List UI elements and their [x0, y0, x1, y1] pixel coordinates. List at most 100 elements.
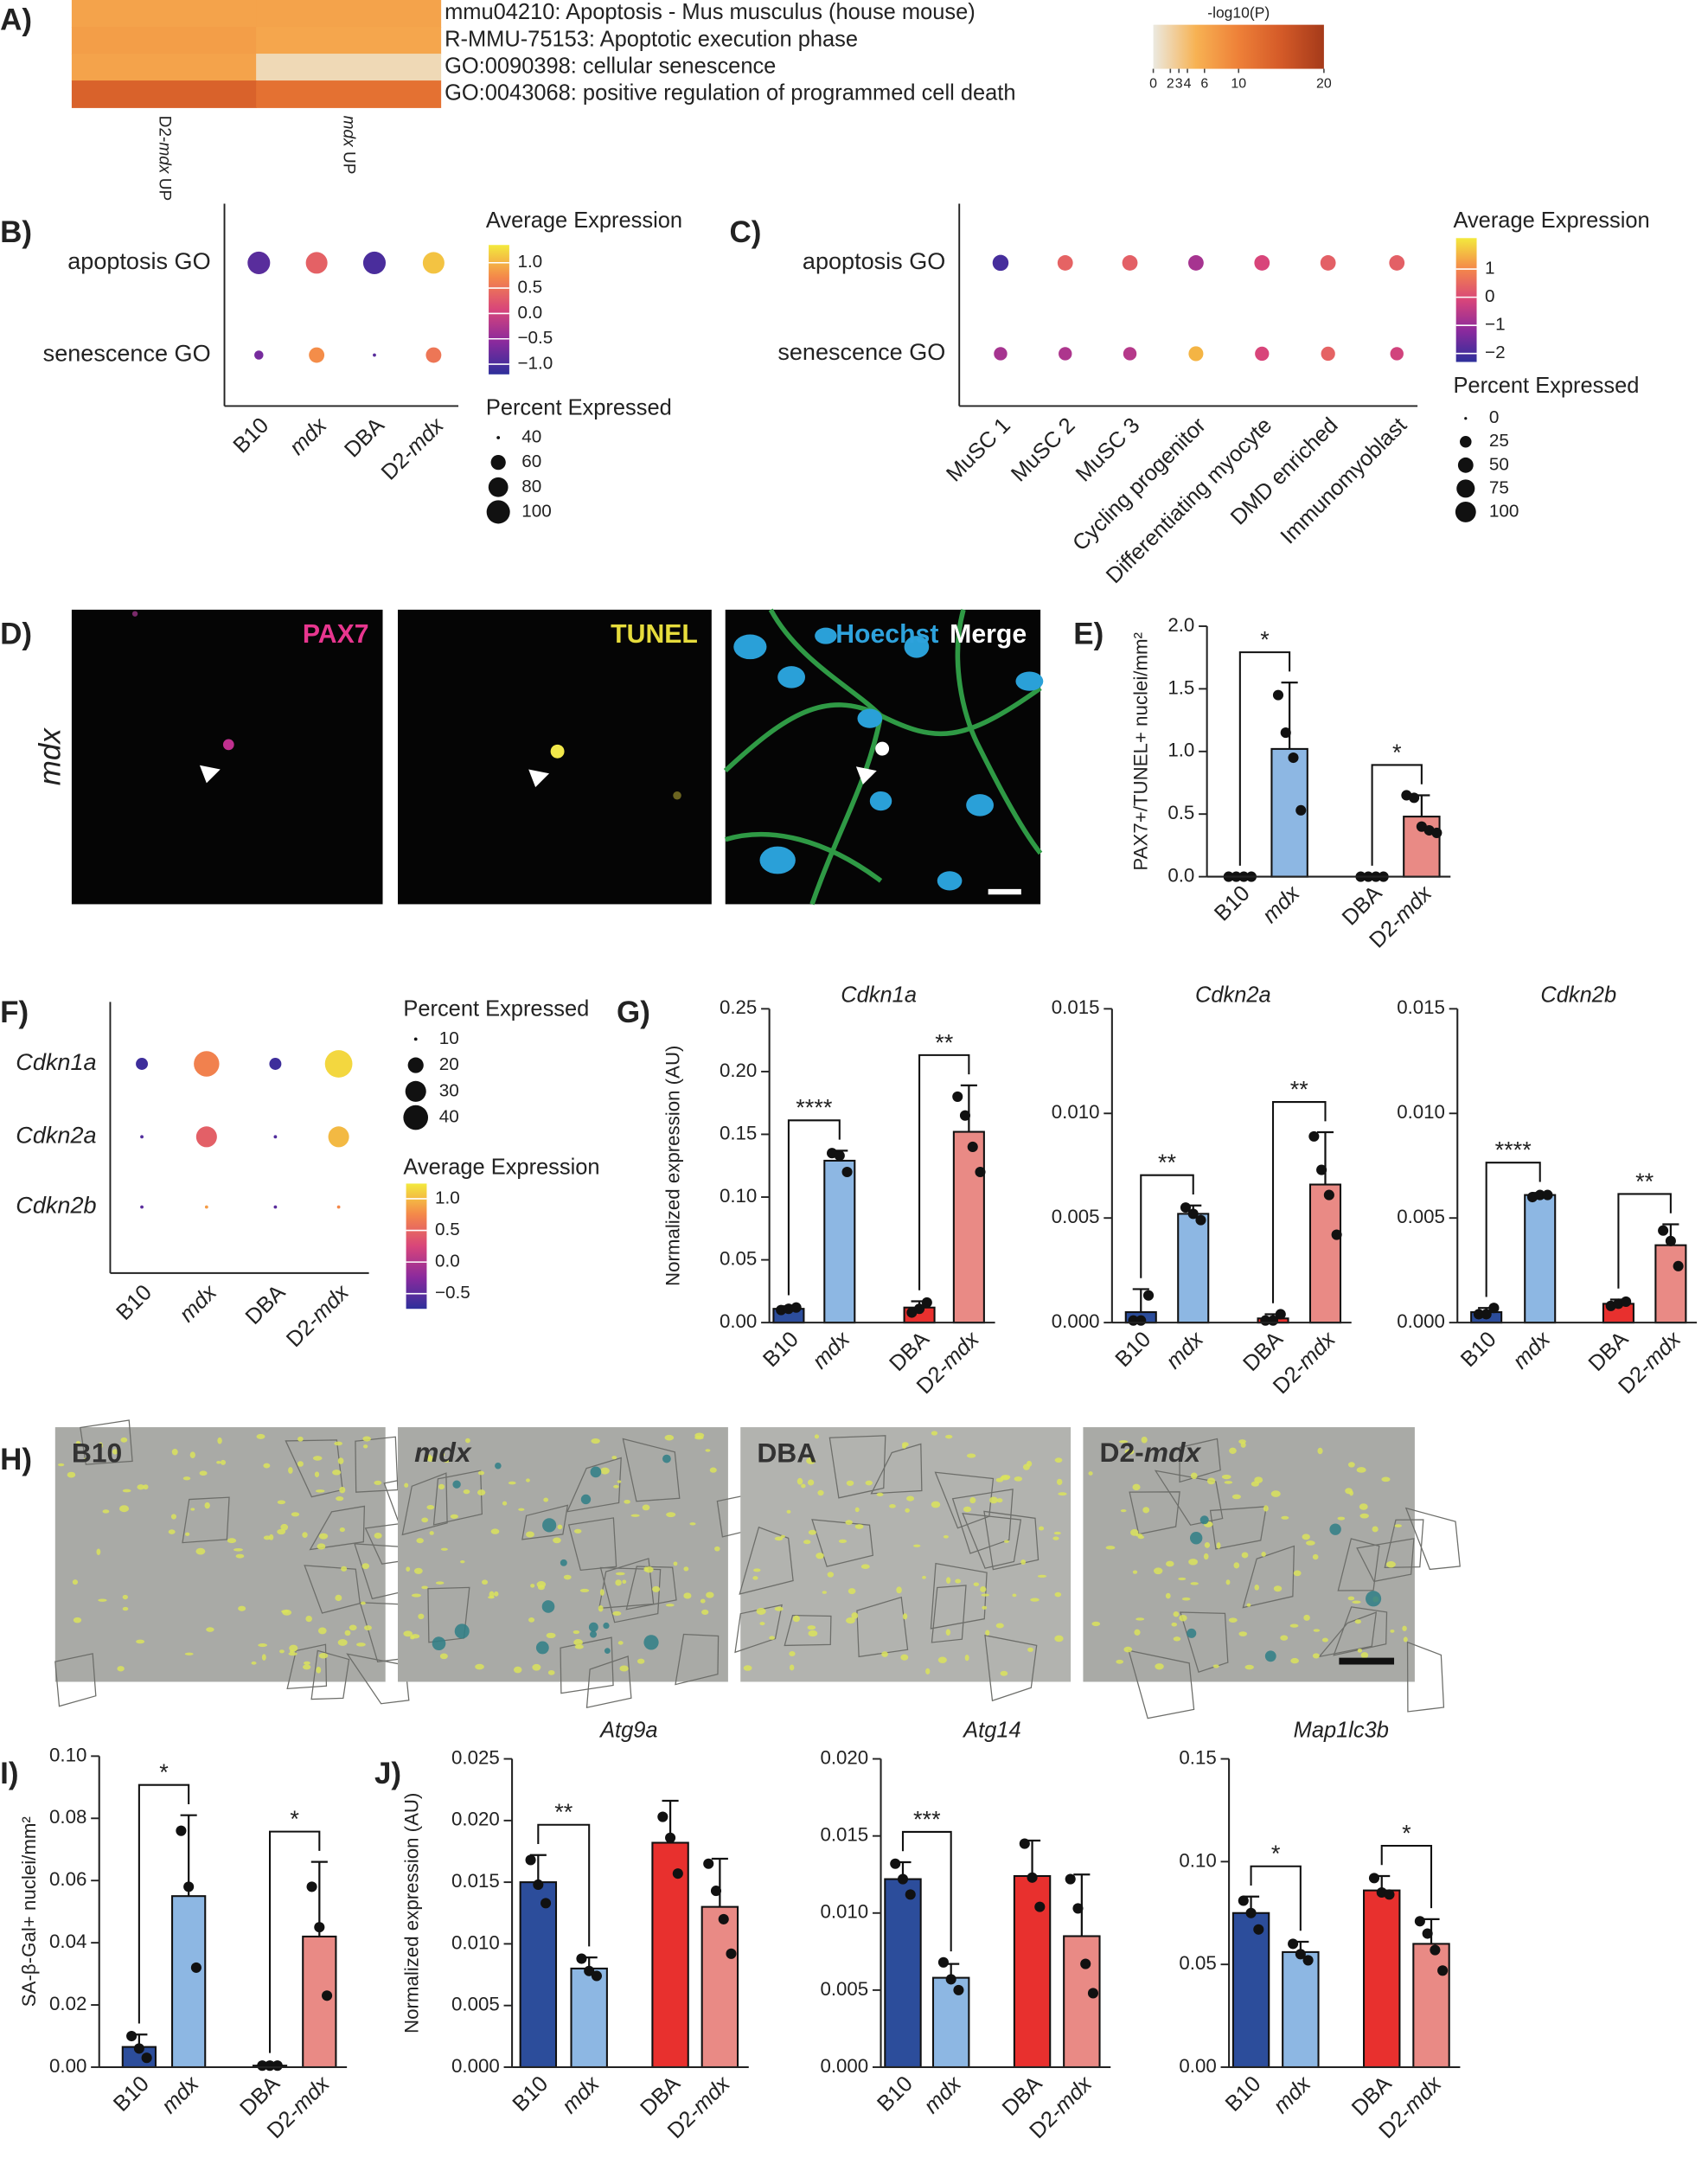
nucleus — [807, 1479, 815, 1486]
sa-gal-stain — [590, 1466, 602, 1478]
bar — [1282, 1950, 1320, 2069]
data-point — [1087, 1988, 1099, 1999]
nucleus — [1263, 1505, 1269, 1512]
nucleus — [612, 1610, 622, 1616]
bar — [700, 1905, 739, 2069]
size-legend-label: 75 — [1489, 477, 1509, 497]
fiber-outline — [1337, 1538, 1380, 1591]
category-label: Immunomyoblast — [1276, 413, 1411, 549]
nucleus — [190, 1508, 195, 1511]
data-point — [1665, 1235, 1676, 1246]
fiber-outline — [856, 1596, 909, 1658]
category-label: B10 — [508, 2072, 553, 2116]
dot — [195, 1126, 217, 1148]
data-point — [1316, 1164, 1327, 1175]
bar — [1654, 1244, 1687, 1324]
nucleus — [532, 1663, 541, 1671]
nucleus — [526, 1478, 530, 1482]
nucleus — [317, 1627, 327, 1635]
error-layer — [1231, 682, 1430, 877]
nucleus — [557, 1524, 563, 1530]
y-tick-label: 0.05 — [720, 1247, 757, 1269]
significance-label: **** — [1495, 1137, 1532, 1163]
category-label: mdx — [919, 2071, 967, 2118]
sa-gal-stain — [588, 1622, 598, 1632]
fiber-outline — [432, 1470, 483, 1526]
data-point — [1142, 1290, 1155, 1301]
nucleus — [356, 1643, 366, 1647]
category-label: mdx — [175, 1279, 222, 1327]
data-point — [525, 1854, 536, 1866]
nucleus — [1088, 1471, 1093, 1476]
nucleus — [1347, 1596, 1355, 1601]
nucleus — [258, 1643, 267, 1648]
dot — [1057, 255, 1073, 271]
colorbar-title: Average Expression — [403, 1156, 599, 1180]
nucleus — [1173, 1611, 1180, 1617]
fiber-outline — [734, 1604, 783, 1654]
fiber-outline — [1180, 1611, 1229, 1674]
sa-gal-stain — [541, 1600, 555, 1613]
sa-gal-stain — [432, 1636, 446, 1650]
row-label: mdx — [34, 727, 67, 786]
nucleus — [574, 1644, 584, 1649]
panel-label: J) — [374, 1757, 401, 1790]
chart-title: Cdkn1a — [841, 983, 917, 1008]
y-tick-label: 0.000 — [1397, 1310, 1445, 1332]
fiber-outline — [870, 1443, 923, 1495]
significance-bracket — [918, 1053, 970, 1290]
row-label: GO:0090398: cellular senescence — [445, 54, 776, 78]
signal — [673, 791, 681, 800]
y-tick-label: 0.10 — [49, 1744, 86, 1765]
category-label: MuSC 2 — [1007, 413, 1080, 487]
nucleus — [876, 1492, 884, 1496]
sa-gal-stain — [542, 1518, 557, 1533]
image-label: DBA — [757, 1437, 816, 1468]
y-tick-label: 0.10 — [1179, 1849, 1216, 1871]
y-tick-label: 0.015 — [820, 1824, 868, 1846]
category-label: B10 — [109, 2072, 154, 2116]
nucleus — [312, 1456, 323, 1461]
nucleus — [168, 1529, 176, 1534]
nucleus — [1020, 1559, 1027, 1566]
data-point — [718, 1913, 729, 1924]
fiber-outline — [355, 1436, 399, 1493]
nucleus — [450, 1514, 458, 1519]
data-point — [1414, 1916, 1425, 1927]
nucleus — [251, 1661, 257, 1665]
nucleus — [922, 1575, 926, 1579]
nucleus — [1105, 1546, 1116, 1550]
size-legend-label: 50 — [1489, 454, 1509, 474]
nucleus — [553, 1537, 561, 1544]
nucleus — [1403, 1636, 1408, 1643]
size-legend-title: Percent Expressed — [1453, 374, 1639, 398]
data-point — [1195, 1214, 1206, 1226]
channel-label: PAX7 — [303, 620, 369, 649]
data-point — [176, 1825, 187, 1836]
fiber-outline — [984, 1634, 1038, 1702]
row-label: apoptosis GO — [803, 248, 945, 274]
fiber-outline — [566, 1457, 622, 1513]
colorbar-tick-label: 0.0 — [435, 1252, 460, 1271]
colorbar-tick-label: 4 — [1184, 76, 1192, 91]
category-label: B10 — [758, 1327, 803, 1372]
y-tick-label: 0.00 — [49, 2055, 86, 2077]
nucleus — [1303, 1614, 1310, 1621]
panel-label: B) — [0, 215, 32, 249]
dot — [994, 347, 1008, 361]
nucleus — [980, 1585, 987, 1592]
y-tick-label: 1.0 — [1167, 740, 1194, 761]
nucleus — [374, 1480, 382, 1485]
panel-label: C) — [729, 215, 761, 249]
nucleus — [410, 1634, 420, 1639]
image-label: B10 — [72, 1437, 122, 1468]
colorbar-tick-label: −2 — [1485, 343, 1506, 362]
data-point — [967, 1141, 978, 1153]
micrograph — [740, 1427, 1071, 1682]
nucleus — [199, 1470, 208, 1476]
nucleus — [900, 1654, 909, 1661]
dot — [309, 347, 325, 363]
colorbar-tick-label: 0.0 — [517, 303, 542, 323]
fiber-outline — [1333, 1606, 1388, 1656]
nucleus — [619, 1665, 629, 1672]
